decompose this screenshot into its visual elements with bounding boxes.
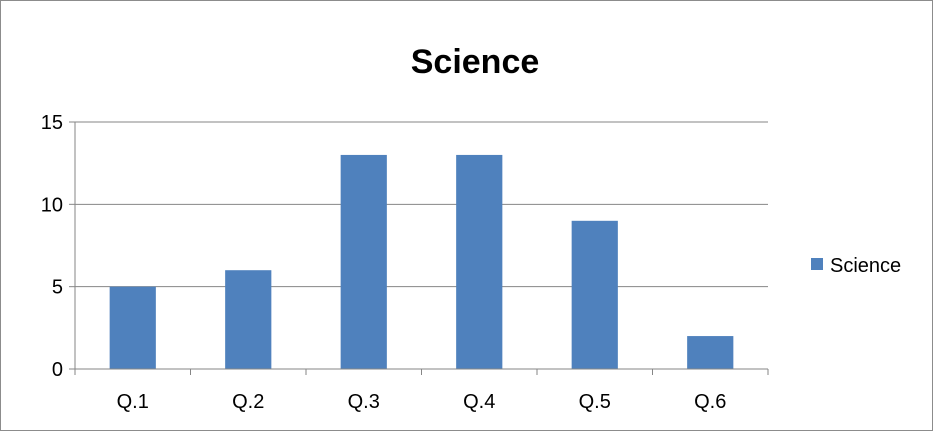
legend: Science <box>811 255 901 277</box>
y-tick-label: 10 <box>41 194 63 216</box>
bar <box>109 286 156 369</box>
x-tick-label: Q.2 <box>232 391 264 413</box>
tick-labels: 0 5 10 15 Q.1 Q.2 Q.3 Q.4 Q.5 Q.6 <box>41 112 727 413</box>
bar <box>340 154 387 369</box>
bar-series <box>109 154 734 369</box>
axes <box>69 121 769 375</box>
y-tick-label: 15 <box>41 112 63 134</box>
x-tick-label: Q.4 <box>463 391 495 413</box>
x-tick-label: Q.6 <box>694 391 726 413</box>
x-tick-label: Q.5 <box>579 391 611 413</box>
bar <box>225 270 272 369</box>
gridlines <box>75 121 768 288</box>
y-tick-label: 0 <box>52 359 63 381</box>
legend-label-science: Science <box>830 255 901 277</box>
bar <box>687 336 734 369</box>
bar <box>456 154 503 369</box>
legend-swatch <box>811 258 823 270</box>
x-tick-label: Q.3 <box>348 391 380 413</box>
chart-title: Science <box>411 43 540 81</box>
bar <box>571 220 618 369</box>
x-tick-label: Q.1 <box>117 391 149 413</box>
y-tick-label: 5 <box>52 277 63 299</box>
